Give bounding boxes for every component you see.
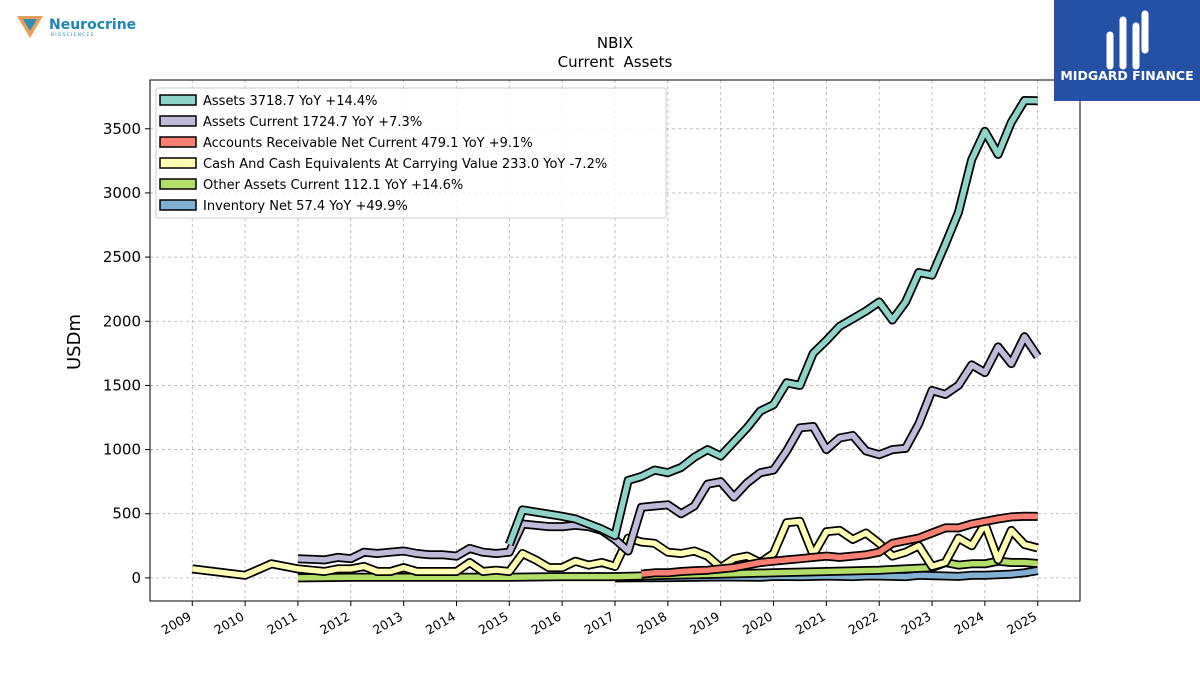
x-tick-label: 2012 [317,609,352,638]
x-tick-label: 2020 [740,609,775,638]
brand-logo-name: MIDGARD FINANCE [1060,68,1193,83]
series-line [191,518,1039,579]
legend-swatch [159,199,197,211]
legend-entry: Accounts Receivable Net Current 479.1 Yo… [203,136,533,151]
x-tick-label: 2014 [423,609,458,638]
x-tick-label: 2025 [1004,609,1039,638]
series-accounts-receivable-net-current [640,511,1038,579]
series-lines [191,96,1042,583]
x-tick-label: 2010 [212,609,247,638]
x-tick-label: 2016 [529,609,564,638]
legend-entry: Inventory Net 57.4 YoY +49.9% [203,199,408,214]
x-tick-label: 2021 [793,609,828,638]
y-tick-label: 1000 [103,441,141,459]
series-assets-current [297,332,1042,565]
midgard-finance-logo: MIDGARD FINANCE [1054,0,1200,101]
series-line [506,97,1038,546]
x-tick-label: 2018 [634,609,669,638]
y-tick-label: 2500 [103,248,141,266]
company-logo-name: Neurocrine [49,17,136,33]
y-tick-label: 3000 [103,184,141,202]
x-tick-label: 2023 [898,609,933,638]
legend-swatch [159,136,197,148]
legend-entry: Cash And Cash Equivalents At Carrying Va… [203,157,607,172]
series-line [641,513,1038,577]
series-cash-and-cash-equivalents-at-carrying-value [191,516,1039,580]
y-tick-label: 0 [131,569,141,587]
neurocrine-logo: Neurocrine BIOSCIENCES [16,14,141,40]
company-logo-tagline: BIOSCIENCES [51,32,95,38]
y-tick-label: 500 [112,505,141,523]
x-tick-label: 2024 [951,609,986,638]
y-tick-label: 1500 [103,376,141,394]
y-tick-label: 2000 [103,312,141,330]
series-line [297,333,1040,563]
y-tick-label: 3500 [103,120,141,138]
x-tick-label: 2019 [687,609,722,638]
x-tick-label: 2011 [264,609,299,638]
legend-entry: Other Assets Current 112.1 YoY +14.6% [203,178,463,193]
legend-entry: Assets 3718.7 YoY +14.4% [203,94,378,109]
legend-swatch [159,157,197,169]
legend-swatch [159,178,197,190]
legend: Assets 3718.7 YoY +14.4% Assets Current 1… [155,87,667,219]
legend-entry: Assets Current 1724.7 YoY +7.3% [203,115,422,130]
x-tick-label: 2022 [846,609,881,638]
midgard-emblem-icon [1106,10,1149,70]
chart-title: NBIX [597,34,633,52]
series-other-assets-current [297,556,1039,583]
x-tick-label: 2015 [476,609,511,638]
x-tick-label: 2017 [581,609,616,638]
legend-swatch [159,94,197,106]
x-tick-label: 2009 [159,609,194,638]
y-axis-label: USDm [64,314,85,370]
x-tick-label: 2013 [370,609,405,638]
series-line [297,558,1038,581]
legend-swatch [159,115,197,127]
series-assets [505,96,1038,547]
chart-subtitle: Current Assets [558,53,673,71]
legend-box [155,87,667,219]
